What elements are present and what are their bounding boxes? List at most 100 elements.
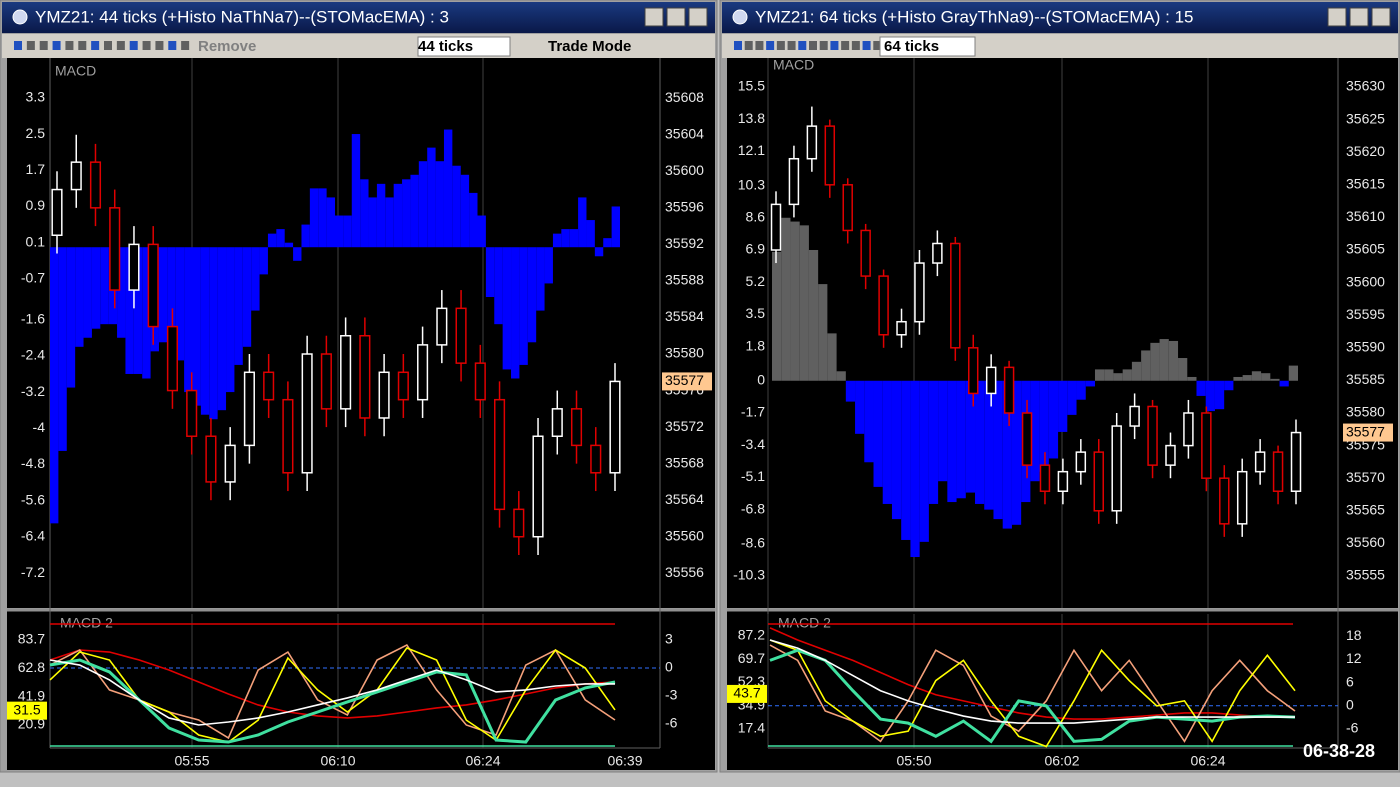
candle-body [1165, 444, 1176, 466]
candle-body [89, 161, 102, 209]
toolbar-icon[interactable] [91, 41, 100, 50]
toolbar-icon[interactable] [862, 41, 871, 50]
histogram-bar [209, 247, 218, 420]
histogram-bar [326, 197, 335, 248]
candle-body [1093, 451, 1104, 512]
candle-body [417, 344, 429, 401]
toolbar-text[interactable]: 44 ticks [418, 38, 473, 55]
histogram-bar [808, 249, 819, 381]
toolbar-icon[interactable] [851, 41, 860, 50]
price-marker: 35577 [665, 372, 704, 388]
toolbar-icon[interactable] [129, 41, 138, 50]
candle-body [455, 307, 467, 364]
histogram-bar [1085, 380, 1095, 387]
histogram-bar [891, 380, 902, 520]
window-button[interactable] [666, 7, 686, 27]
toolbar-icon[interactable] [766, 41, 775, 50]
marker-box [7, 701, 47, 720]
histogram-bar [343, 215, 352, 248]
time-label: 06:24 [1190, 753, 1225, 769]
window-button[interactable] [1371, 7, 1391, 27]
time-label: 06:39 [607, 753, 642, 769]
toolbar-icon[interactable] [142, 41, 151, 50]
window-title: YMZ21: 44 ticks (+Histo NaThNa7)--(STOMa… [35, 7, 449, 26]
toolbar-icon[interactable] [116, 41, 125, 50]
histogram-bar [502, 247, 512, 370]
candle-body [570, 408, 583, 447]
y2-tick-label: 35620 [1346, 143, 1385, 159]
histogram-bar [1039, 380, 1049, 472]
y2-tick-label: 18 [1346, 627, 1362, 643]
toolbar-icon[interactable] [798, 41, 807, 50]
histogram-bar [586, 220, 595, 248]
toolbar-icon[interactable] [841, 41, 850, 50]
candle-body [896, 320, 907, 336]
toolbar-icon[interactable] [873, 41, 882, 50]
oscillator-line [49, 658, 616, 744]
histogram-bar [200, 247, 210, 415]
histogram-bar [267, 233, 277, 248]
candle-body [551, 408, 563, 437]
window-button[interactable] [1327, 7, 1347, 27]
y2-tick-label: 35615 [1346, 176, 1385, 192]
candle-body [878, 275, 889, 336]
candle-body [1254, 451, 1266, 473]
toolbar-icon[interactable] [776, 41, 785, 50]
toolbar-icon[interactable] [819, 41, 828, 50]
window-button[interactable] [688, 7, 708, 27]
y2-tick-label: 35625 [1346, 110, 1385, 126]
histogram-bar [75, 247, 84, 347]
y-tick-label: 83.7 [18, 631, 45, 647]
toolbar-icon[interactable] [104, 41, 112, 50]
toolbar-icon[interactable] [755, 41, 764, 50]
histogram-bar [938, 380, 948, 482]
y-tick-label: 12.1 [738, 142, 765, 158]
toolbar-icon[interactable] [734, 41, 742, 50]
candle-body [1290, 431, 1302, 492]
histogram-bar [552, 233, 562, 248]
toolbar-icon[interactable] [52, 41, 61, 50]
histogram-bar [1104, 369, 1114, 381]
candle-body [359, 334, 371, 419]
window-button[interactable] [1349, 7, 1369, 27]
candle-body [1057, 470, 1069, 492]
candle-body [806, 125, 818, 160]
ticks-field[interactable] [879, 36, 976, 57]
histogram-bar [443, 129, 453, 248]
toolbar-icon[interactable] [155, 41, 164, 50]
toolbar-icon[interactable] [168, 41, 177, 50]
y-tick-label: -8.6 [741, 534, 765, 550]
histogram-bar [50, 247, 59, 524]
toolbar-icon[interactable] [809, 41, 817, 50]
toolbar-text[interactable]: Remove [198, 38, 256, 55]
toolbar-icon[interactable] [830, 41, 839, 50]
toolbar-icon[interactable] [65, 41, 74, 50]
toolbar-text[interactable]: 64 ticks [884, 38, 939, 55]
histogram-bar [192, 247, 201, 406]
candle-body [788, 157, 800, 206]
toolbar-text[interactable]: Trade Mode [548, 38, 631, 55]
candle-body [493, 398, 506, 511]
histogram-bar [975, 380, 985, 504]
histogram-bar [66, 247, 76, 388]
histogram-bar [965, 380, 976, 493]
histogram-bar [393, 183, 403, 248]
toolbar-icon[interactable] [787, 41, 796, 50]
histogram-bar [83, 247, 92, 338]
y2-tick-label: 35565 [1346, 501, 1385, 517]
toolbar-icon[interactable] [26, 41, 35, 50]
histogram-bar [781, 217, 791, 381]
window-button[interactable] [644, 7, 664, 27]
toolbar-icon[interactable] [14, 41, 22, 50]
toolbar-icon[interactable] [39, 41, 48, 50]
candle-body [1219, 477, 1230, 525]
histogram-bar [799, 225, 809, 381]
y-tick-label: -1.6 [21, 310, 45, 326]
candle-body [243, 371, 255, 447]
oscillator-line [769, 639, 1296, 748]
y-tick-label: 62.8 [18, 659, 45, 675]
toolbar-icon[interactable] [78, 41, 87, 50]
toolbar-icon[interactable] [744, 41, 753, 50]
toolbar-icon[interactable] [181, 41, 190, 50]
ticks-field[interactable] [417, 36, 511, 57]
